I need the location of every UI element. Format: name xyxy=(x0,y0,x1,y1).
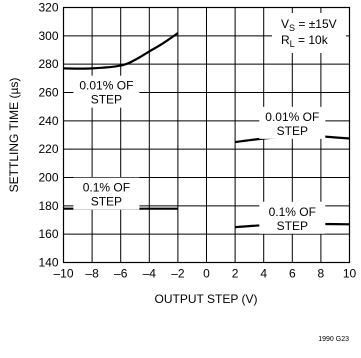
y-tick-label: 140 xyxy=(38,256,58,270)
label-background xyxy=(73,177,140,210)
y-tick-label: 200 xyxy=(38,171,58,185)
label-line-2: STEP xyxy=(277,124,308,138)
x-tick-labels: –10 –8 –6 –4 –2 0 2 4 6 8 10 xyxy=(53,267,356,281)
label-line-2: STEP xyxy=(91,93,122,107)
x-tick-label: –6 xyxy=(114,267,128,281)
y-tick-label: 260 xyxy=(38,86,58,100)
label-line-2: STEP xyxy=(91,195,122,209)
y-tick-label: 280 xyxy=(38,57,58,71)
y-tick-label: 180 xyxy=(38,199,58,213)
x-tick-label: –2 xyxy=(171,267,185,281)
conditions-box: VS = ±15V RL = 10k xyxy=(272,13,346,53)
label-line-1: 0.1% OF xyxy=(83,181,130,195)
label-background xyxy=(259,201,326,234)
y-tick-label: 160 xyxy=(38,227,58,241)
x-tick-label: 8 xyxy=(318,267,325,281)
x-tick-label: 6 xyxy=(289,267,296,281)
supply-voltage-label: VS = ±15V xyxy=(281,17,337,33)
x-tick-label: –4 xyxy=(143,267,157,281)
y-axis-title: SETTLING TIME (µs) xyxy=(7,78,21,193)
x-tick-label: 10 xyxy=(343,267,357,281)
label-background xyxy=(259,106,326,139)
y-tick-label: 220 xyxy=(38,142,58,156)
x-axis-title: OUTPUT STEP (V) xyxy=(155,292,258,306)
figure-id: 1990 G23 xyxy=(318,336,349,343)
label-line-1: 0.01% OF xyxy=(265,110,319,124)
label-line-2: STEP xyxy=(277,219,308,233)
y-tick-label: 240 xyxy=(38,114,58,128)
plot-frame xyxy=(62,6,351,264)
x-tick-label: 2 xyxy=(232,267,239,281)
y-tick-labels: 140 160 180 200 220 240 260 280 300 320 xyxy=(38,1,58,270)
label-line-1: 0.01% OF xyxy=(79,79,133,93)
x-tick-label: 0 xyxy=(203,267,210,281)
y-tick-label: 300 xyxy=(38,29,58,43)
x-tick-label: –8 xyxy=(85,267,99,281)
y-tick-label: 320 xyxy=(38,1,58,15)
label-line-1: 0.1% OF xyxy=(269,205,316,219)
x-tick-label: 4 xyxy=(260,267,267,281)
load-resistance-label: RL = 10k xyxy=(281,33,329,49)
label-background xyxy=(73,75,140,108)
series-line-1 xyxy=(63,32,179,70)
x-tick-label: –10 xyxy=(53,267,73,281)
